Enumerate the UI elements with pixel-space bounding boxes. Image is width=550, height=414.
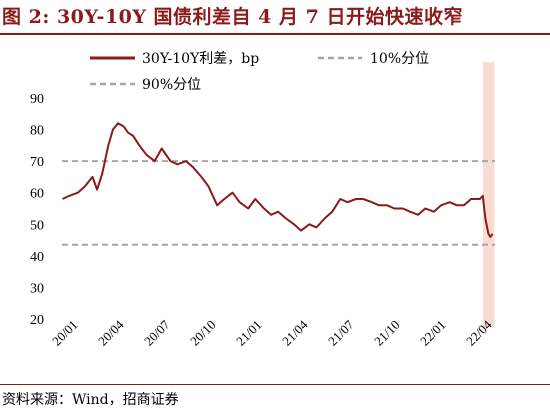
x-tick-label: 21/10 [371,317,403,349]
x-tick-label: 21/04 [279,317,311,349]
x-tick-label: 20/01 [49,317,81,349]
legend: 30Y-10Y利差，bp 10%分位 90%分位 [90,51,429,93]
legend-label-p90: 90%分位 [142,77,201,93]
line-chart: 30Y-10Y利差，bp 10%分位 90%分位 90 80 70 60 50 40 30 2… [30,51,495,349]
x-tick-label: 20/04 [95,317,127,349]
y-tick-label: 30 [30,281,44,296]
y-tick-label: 40 [30,250,44,265]
y-tick-label: 70 [30,155,44,170]
y-tick-label: 50 [30,218,44,233]
y-tick-label: 80 [30,124,44,139]
x-tick-label: 20/10 [187,317,219,349]
y-tick-label: 90 [30,92,44,107]
y-tick-label: 20 [30,313,44,328]
x-tick-label: 21/07 [325,317,357,349]
legend-label-spread: 30Y-10Y利差，bp [142,51,259,67]
legend-label-p10: 10%分位 [370,51,429,67]
title-rule [0,33,550,35]
x-tick-label: 22/01 [417,317,449,349]
plot-area: 90 80 70 60 50 40 30 20 20/01 20/04 20/07 20/10 21/0… [30,62,495,349]
y-tick-label: 60 [30,187,44,202]
footer-rule [0,384,550,385]
source-note: 资料来源：Wind，招商证券 [2,392,179,408]
x-tick-label: 21/01 [233,317,265,349]
series-line-spread [62,122,494,238]
x-tick-label: 20/07 [141,317,173,349]
highlight-band [482,62,495,327]
figure-title: 图 2: 30Y-10Y 国债利差自 4 月 7 日开始快速收窄 [2,6,463,28]
